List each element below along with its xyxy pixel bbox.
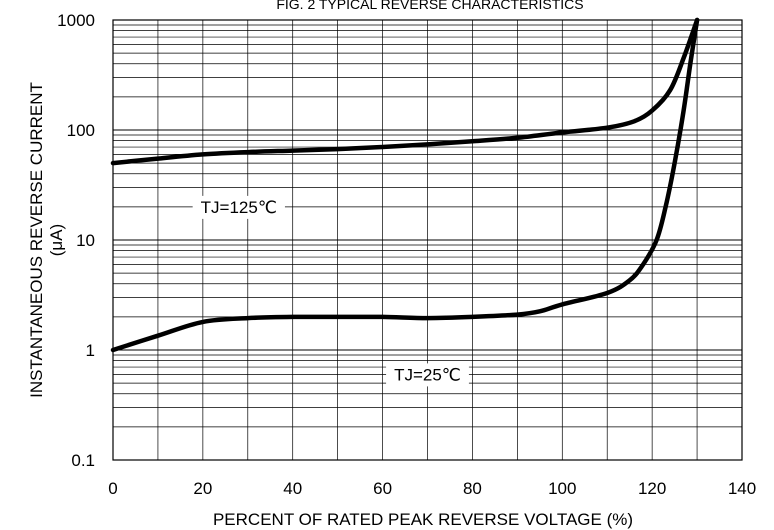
chart-title: FIG. 2 TYPICAL REVERSE CHARACTERISTICS <box>276 0 583 12</box>
x-tick-label: 60 <box>373 479 392 498</box>
plot-frame <box>112 19 743 461</box>
x-tick-label: 0 <box>108 479 117 498</box>
annotation-label: TJ=25℃ <box>394 365 461 384</box>
x-tick-label: 80 <box>463 479 482 498</box>
annotation-background <box>386 363 469 387</box>
x-axis-label: PERCENT OF RATED PEAK REVERSE VOLTAGE (%… <box>213 510 633 529</box>
y-axis-tick-labels: 0.1 1 10 100 1000 <box>57 11 95 470</box>
x-tick-label: 20 <box>193 479 212 498</box>
y-axis-label-line1: INSTANTANEOUS REVERSE CURRENT <box>27 82 46 398</box>
series-line-tj25 <box>110 17 700 353</box>
y-tick-label: 100 <box>67 121 95 140</box>
x-tick-label: 40 <box>283 479 302 498</box>
annotation-background <box>192 195 285 219</box>
y-tick-label: 10 <box>76 231 95 250</box>
x-axis-tick-labels: 0 20 40 60 80 100 120 140 <box>108 479 756 498</box>
plot-grid <box>112 20 743 461</box>
y-tick-label: 0.1 <box>71 451 95 470</box>
plot-curves <box>110 17 700 353</box>
y-tick-label: 1 <box>86 341 95 360</box>
curve-annotations: TJ=125℃ TJ=25℃ <box>192 195 469 387</box>
y-axis-label-line2: (μA) <box>47 224 66 256</box>
x-tick-label: 120 <box>638 479 666 498</box>
x-tick-label: 140 <box>728 479 756 498</box>
y-tick-label: 1000 <box>57 11 95 30</box>
annotation-label: TJ=125℃ <box>201 198 277 217</box>
series-line-tj125 <box>110 17 700 166</box>
x-tick-label: 100 <box>548 479 576 498</box>
